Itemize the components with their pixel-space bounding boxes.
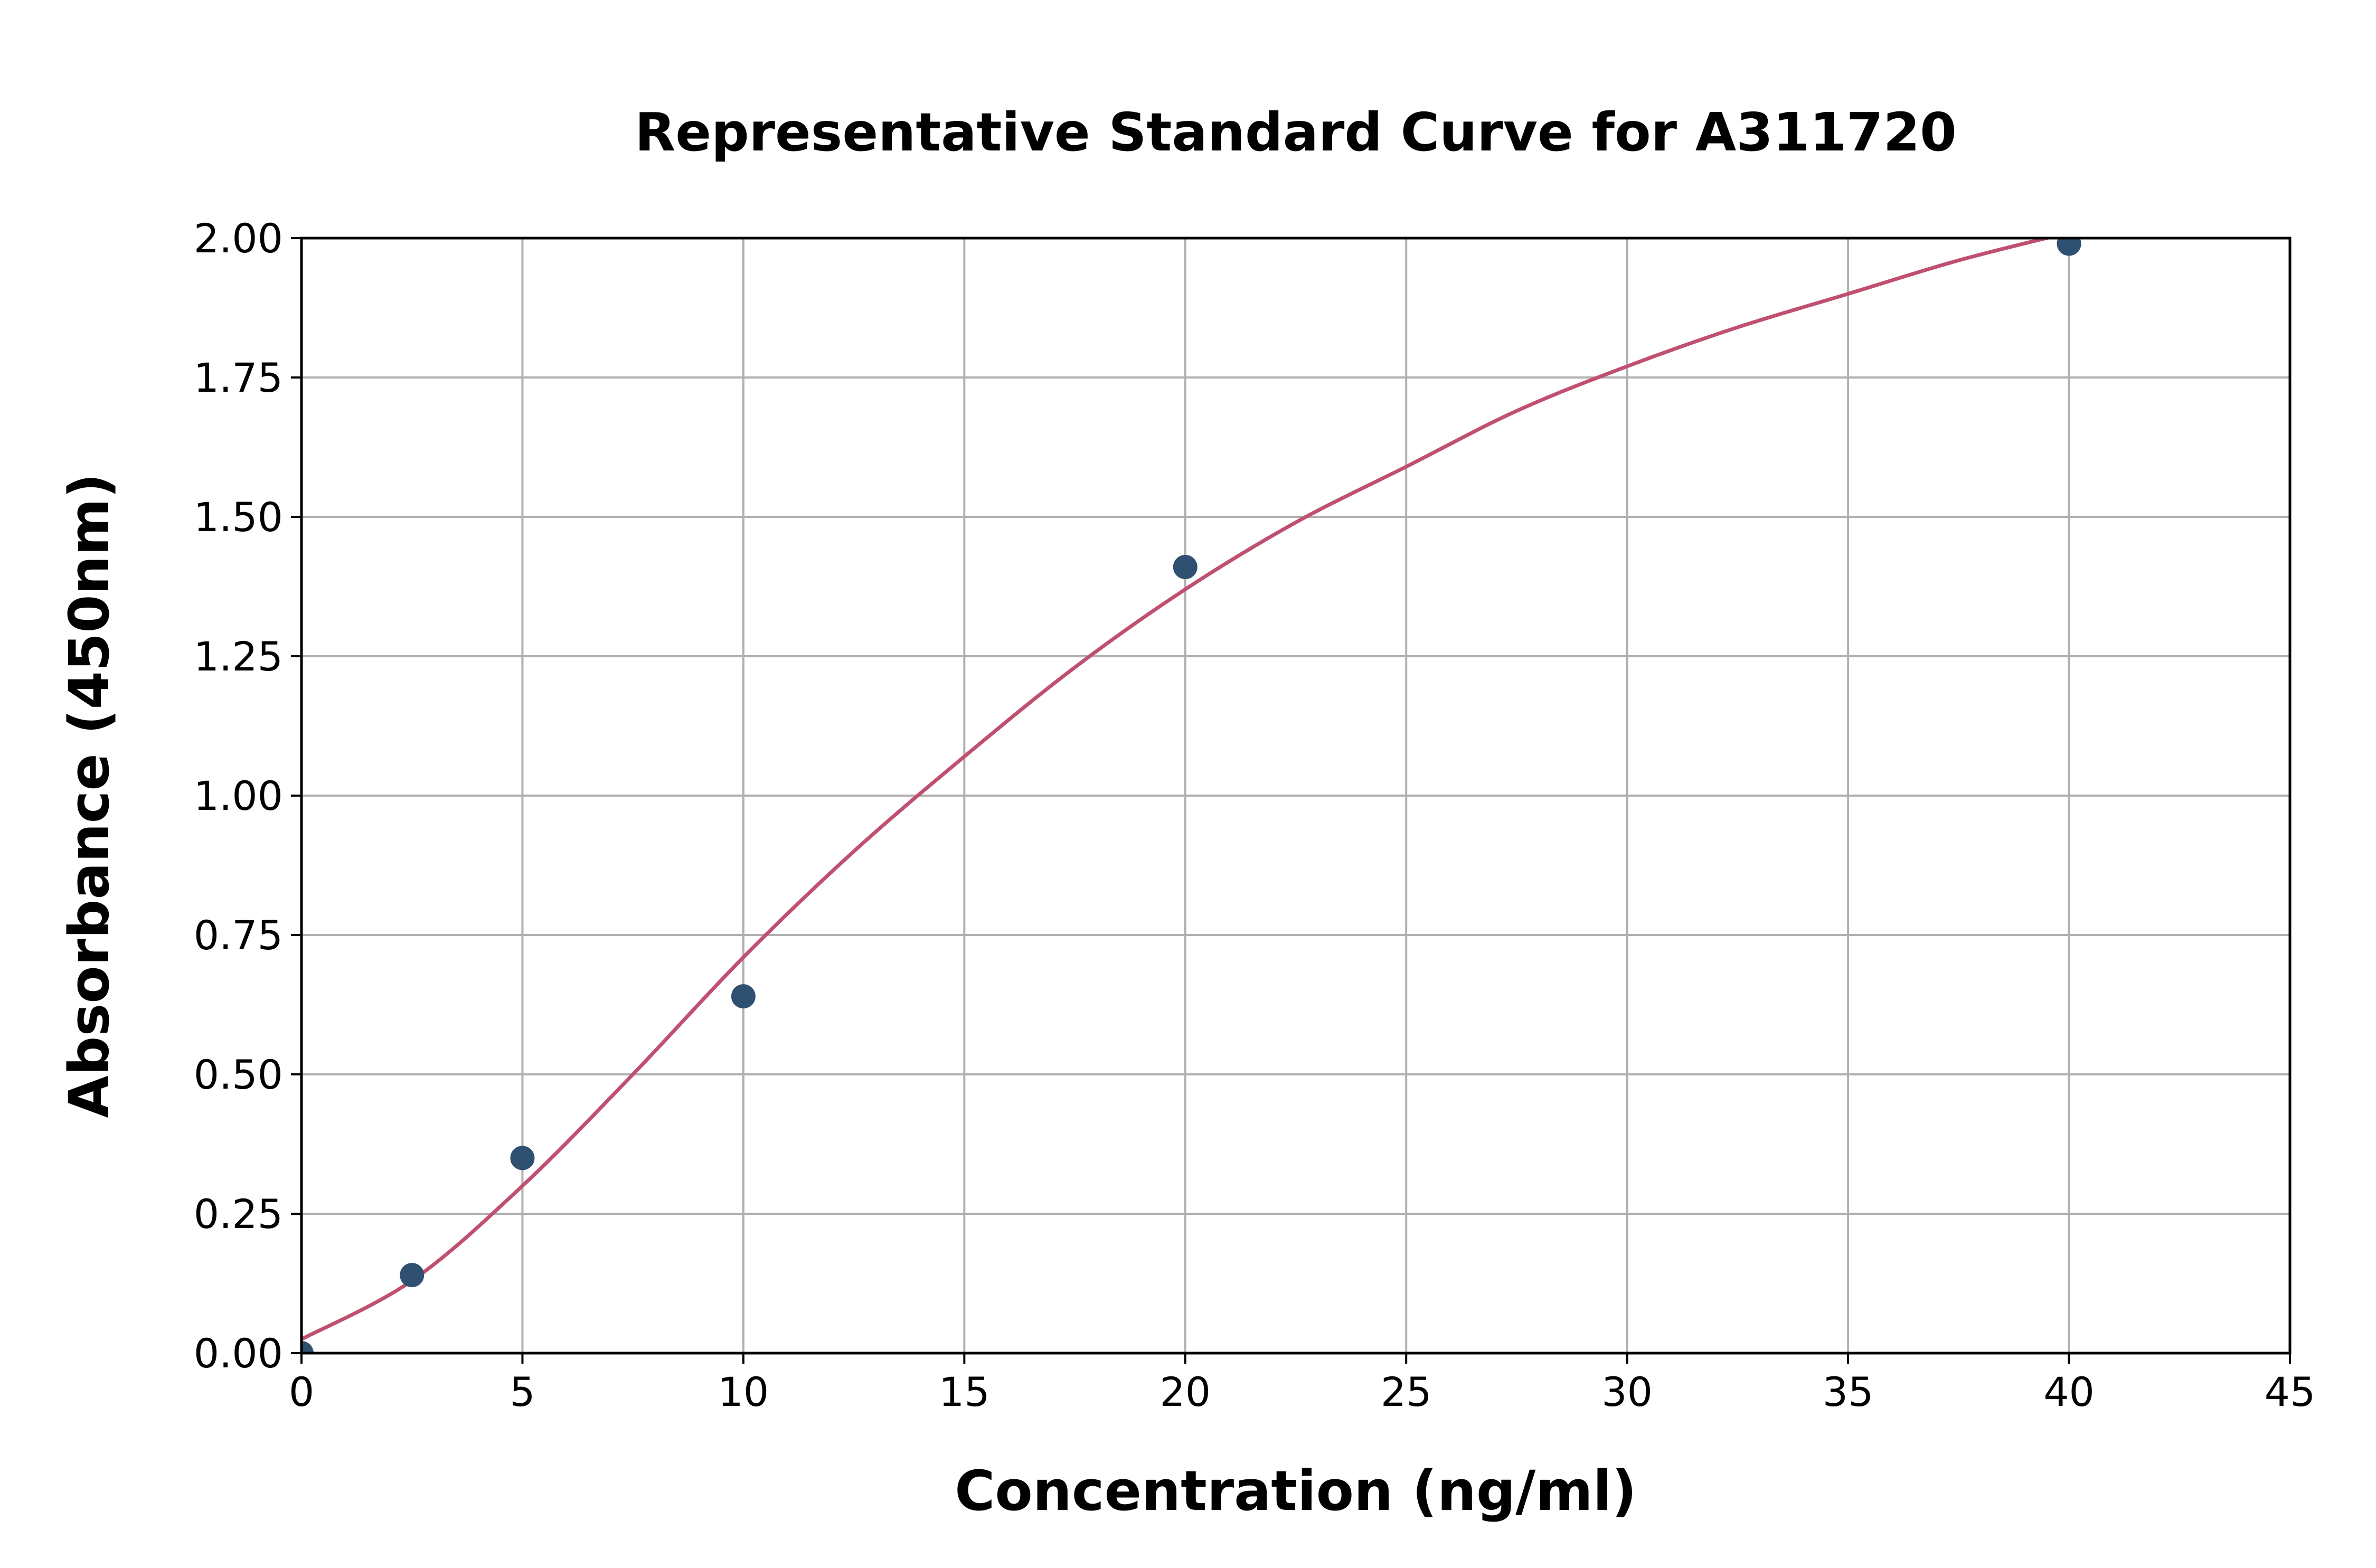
x-tick-label: 0 bbox=[289, 1368, 314, 1415]
data-point bbox=[731, 984, 756, 1009]
x-tick-label: 25 bbox=[1381, 1368, 1432, 1415]
x-tick-label: 40 bbox=[2043, 1368, 2095, 1415]
y-tick-label: 0.00 bbox=[194, 1330, 283, 1377]
data-point bbox=[1173, 555, 1198, 580]
y-tick-label: 0.25 bbox=[194, 1191, 283, 1238]
data-point bbox=[2057, 238, 2081, 256]
x-tick-label: 20 bbox=[1159, 1368, 1211, 1415]
y-tick-label: 1.00 bbox=[194, 772, 283, 819]
y-tick-label: 0.50 bbox=[194, 1051, 283, 1098]
x-tick-label: 45 bbox=[2265, 1368, 2316, 1415]
x-tick-label: 10 bbox=[718, 1368, 769, 1415]
data-point bbox=[510, 1146, 535, 1170]
y-axis-label: Absorbance (450nm) bbox=[57, 473, 121, 1118]
data-point bbox=[400, 1263, 425, 1288]
y-tick-label: 1.25 bbox=[194, 633, 283, 680]
y-tick-label: 0.75 bbox=[194, 912, 283, 959]
x-tick-label: 15 bbox=[939, 1368, 990, 1415]
x-axis-label: Concentration (ng/ml) bbox=[955, 1459, 1637, 1523]
chart-title: Representative Standard Curve for A31172… bbox=[635, 101, 1956, 163]
grid bbox=[300, 237, 2291, 1354]
y-axis-ticks: 0.00 0.25 0.50 0.75 1.00 1.25 1.50 1.75 2.00 bbox=[194, 215, 301, 1377]
y-tick-label: 1.75 bbox=[194, 354, 283, 401]
data-points bbox=[301, 238, 2081, 1353]
fit-curve-line bbox=[301, 238, 2054, 1341]
x-tick-label: 35 bbox=[1823, 1368, 1874, 1415]
y-tick-label: 1.50 bbox=[194, 494, 283, 541]
y-tick-label: 2.00 bbox=[194, 215, 283, 262]
x-tick-label: 30 bbox=[1601, 1368, 1653, 1415]
x-axis-ticks: 0 5 10 15 20 25 30 35 40 45 bbox=[289, 1353, 2316, 1415]
fit-curve-group bbox=[301, 238, 2054, 1341]
data-point bbox=[301, 1341, 314, 1353]
x-tick-label: 5 bbox=[510, 1368, 535, 1415]
